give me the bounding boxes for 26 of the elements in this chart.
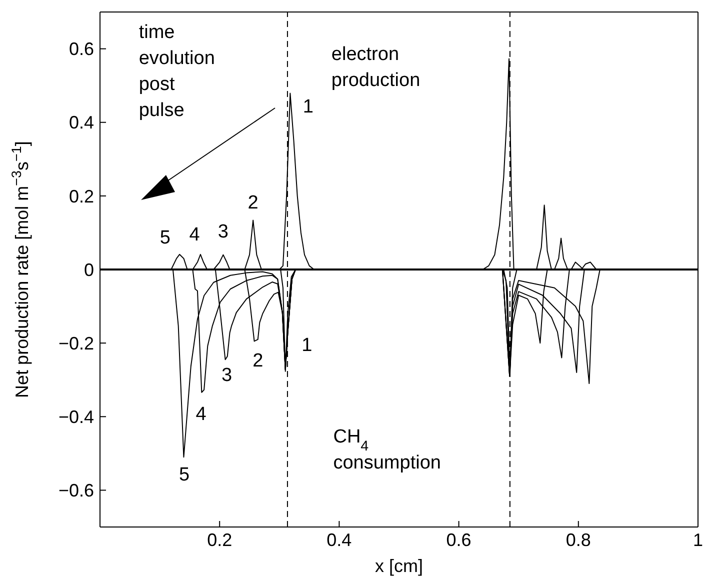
x-axis-title: x [cm] (375, 556, 423, 576)
annotation: time evolution post pulse (138, 22, 215, 121)
annotation: 4 (196, 404, 207, 425)
y-tick-label: −0.6 (58, 480, 94, 501)
x-tick-label: 1 (692, 530, 704, 550)
y-tick-label: −0.2 (58, 333, 94, 354)
annotation: 3 (218, 222, 228, 243)
x-tick-label: 0.8 (566, 530, 591, 550)
x-tick-label: 0.6 (446, 530, 472, 550)
y-tick-label: 0.6 (68, 39, 94, 60)
y-tick-label: 0.4 (68, 112, 94, 133)
annotation: electron production (331, 44, 420, 91)
annotation: 5 (179, 464, 190, 486)
annotation: 4 (189, 224, 200, 246)
annotation: 2 (252, 350, 264, 372)
y-tick-label: 0.2 (68, 186, 94, 206)
annotation: 2 (248, 192, 258, 214)
y-tick-label: −0.4 (58, 407, 94, 428)
annotation: 5 (160, 228, 170, 249)
annotation: CH$_{4}$ consumption (333, 426, 441, 474)
y-tick-label: 0 (84, 260, 94, 280)
annotation: 3 (221, 365, 232, 386)
annotation: 1 (302, 96, 314, 118)
x-tick-label: 0.2 (207, 530, 232, 550)
annotation: 1 (302, 335, 312, 356)
x-tick-label: 0.4 (326, 530, 352, 550)
